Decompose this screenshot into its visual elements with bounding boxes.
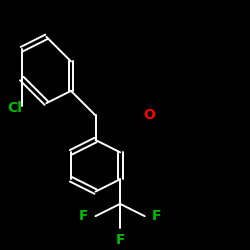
Text: F: F	[152, 209, 162, 223]
Text: O: O	[144, 108, 156, 122]
Text: F: F	[79, 209, 88, 223]
Text: Cl: Cl	[7, 101, 22, 115]
Text: F: F	[115, 233, 125, 247]
